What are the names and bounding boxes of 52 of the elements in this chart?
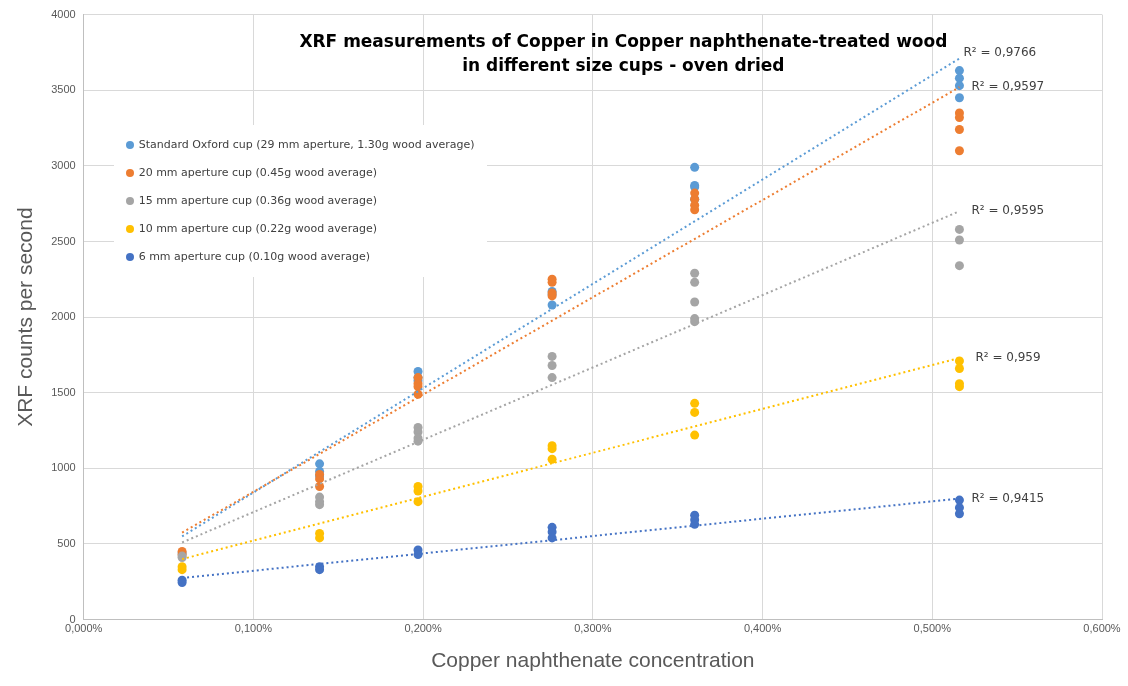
x-tick-label: 0,000%: [65, 622, 103, 635]
point: [954, 125, 964, 135]
x-axis-title: Copper naphthenate concentration: [431, 648, 755, 672]
y-tick-label: 1500: [51, 385, 76, 398]
point: [690, 407, 700, 417]
y-tick-label: 3500: [51, 83, 76, 96]
annotation: R² = 0,9597: [971, 79, 1045, 94]
point: [690, 277, 700, 287]
point: [547, 454, 557, 464]
annotation: R² = 0,9766: [963, 44, 1037, 59]
x-tick-label: 0,100%: [234, 622, 273, 635]
point: [954, 93, 964, 103]
point: [690, 162, 700, 172]
y-tick-label: 4000: [51, 7, 76, 20]
y-tick-label: 1000: [51, 461, 76, 474]
point: [954, 66, 964, 76]
y-tick-label: 2000: [51, 310, 76, 323]
point: [315, 459, 325, 469]
point: [954, 509, 964, 519]
legend-label: 10 mm aperture cup (0.22g wood average): [138, 222, 377, 236]
annotation: R² = 0,959: [975, 350, 1041, 365]
point: [954, 146, 964, 156]
point: [954, 81, 964, 91]
y-tick-label: 500: [57, 537, 76, 550]
point: [954, 261, 964, 271]
point: [547, 361, 557, 370]
y-tick-label: 3000: [51, 158, 76, 171]
x-tick-label: 0,600%: [1083, 622, 1121, 635]
x-tick-label: 0,500%: [913, 622, 952, 635]
y-tick-label: 2500: [51, 234, 76, 247]
point: [547, 373, 557, 383]
point: [547, 351, 557, 361]
y-axis-title: XRF counts per second: [13, 207, 37, 427]
x-tick-label: 0,200%: [404, 622, 442, 635]
legend-label: Standard Oxford cup (29 mm aperture, 1.30g wood average): [138, 138, 475, 152]
annotation: R² = 0,9415: [971, 490, 1045, 505]
legend-label: 15 mm aperture cup (0.36g wood average): [138, 194, 377, 208]
point: [954, 235, 964, 245]
x-tick-label: 0,300%: [574, 622, 612, 635]
point: [954, 364, 964, 374]
point: [954, 224, 964, 234]
point: [954, 73, 964, 83]
legend-label: 6 mm aperture cup (0.10g wood average): [138, 250, 370, 264]
point: [690, 430, 700, 440]
x-tick-label: 0,400%: [743, 622, 782, 635]
annotation: R² = 0,9595: [971, 203, 1045, 218]
text: XRF measurements of Copper in Copper naphthenate-treated wood in different size cups - oven dried: [299, 31, 948, 76]
y-tick-label: 0: [69, 612, 76, 625]
point: [690, 297, 700, 307]
point: [690, 398, 700, 408]
legend-label: 20 mm aperture cup (0.45g wood average): [138, 166, 377, 180]
point: [690, 268, 700, 278]
